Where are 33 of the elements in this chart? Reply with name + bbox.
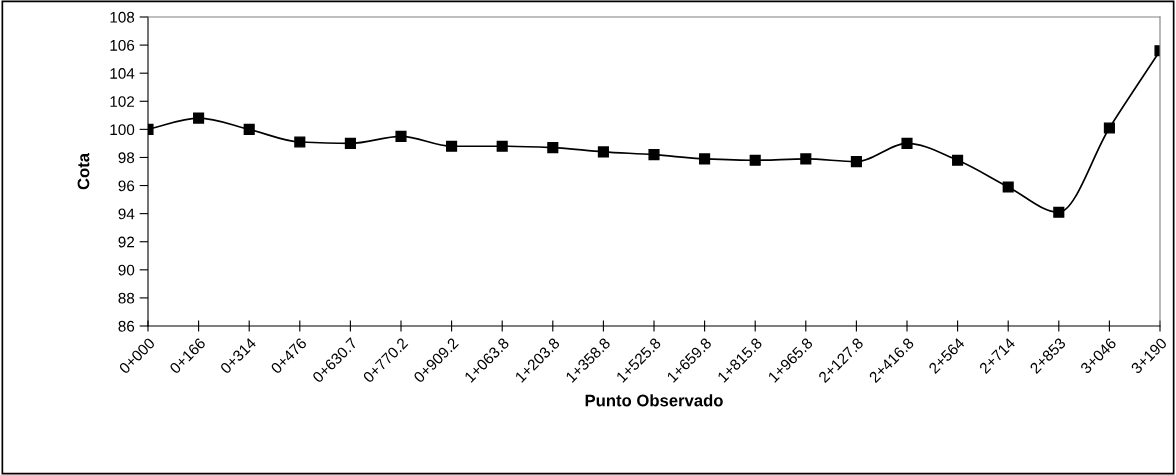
- y-tick-label: 100: [110, 124, 135, 136]
- y-tick-label: 94: [118, 208, 135, 220]
- point: [597, 146, 609, 158]
- point: [1103, 122, 1115, 134]
- point: [294, 136, 306, 148]
- point: [749, 154, 761, 166]
- point: [1053, 206, 1065, 218]
- point: [1002, 181, 1014, 193]
- point: [395, 130, 407, 142]
- point: [952, 154, 964, 166]
- point: [547, 142, 559, 154]
- point: [496, 140, 508, 152]
- point: [446, 140, 458, 152]
- y-tick-label: 106: [110, 39, 135, 51]
- point: [850, 156, 862, 168]
- y-tick-label: 104: [110, 68, 135, 79]
- point: [243, 123, 255, 135]
- point: [699, 153, 711, 165]
- y-tick-label: 88: [118, 292, 135, 304]
- y-tick-label: 90: [118, 264, 135, 276]
- point: [800, 153, 812, 165]
- point: [901, 137, 913, 149]
- y-tick-label: 96: [118, 180, 135, 192]
- point: [344, 137, 356, 149]
- point: [193, 112, 205, 124]
- x-axis-title: Punto Observado: [585, 394, 723, 407]
- y-tick-label: 102: [110, 96, 135, 107]
- y-tick-label: 92: [118, 236, 135, 248]
- point: [648, 149, 660, 161]
- y-tick-label: 86: [118, 320, 135, 332]
- y-tick-label: 98: [118, 152, 135, 164]
- y-tick-label: 108: [110, 11, 135, 23]
- y-axis-title: Cota: [77, 152, 90, 190]
